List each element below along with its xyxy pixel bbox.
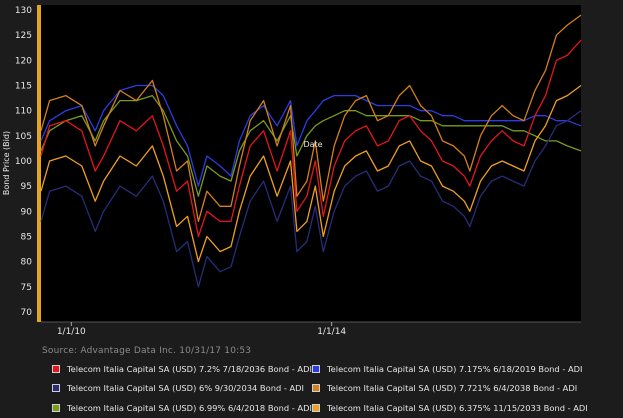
y-tick-label: 130 <box>15 6 32 16</box>
series-layer <box>40 14 582 288</box>
chart-legend: Telecom Italia Capital SA (USD) 7.2% 7/1… <box>0 360 623 418</box>
bond-price-chart: 70 75 80 85 90 95 100 105 110 115 120 125 130 1/1/10… <box>2 5 582 337</box>
legend-swatch <box>312 365 320 373</box>
y-tick-label: 125 <box>15 31 32 41</box>
legend-item[interactable]: Telecom Italia Capital SA (USD) 6.99% 6/… <box>52 403 312 413</box>
y-tick-label: 105 <box>15 132 32 142</box>
y-tick-label: 110 <box>15 107 32 117</box>
y-tick-label: 75 <box>21 283 32 293</box>
legend-item[interactable]: Telecom Italia Capital SA (USD) 7.721% 6… <box>312 383 577 393</box>
legend-item[interactable]: Telecom Italia Capital SA (USD) 7.175% 6… <box>312 364 582 374</box>
y-tick-label: 95 <box>21 182 32 192</box>
series-line-2 <box>40 84 582 187</box>
y-tick-label: 85 <box>21 232 32 242</box>
x-axis-title: Date <box>303 140 322 149</box>
y-tick-labels: 70 75 80 85 90 95 100 105 110 115 120 125 130 <box>15 6 32 318</box>
legend-label: Telecom Italia Capital SA (USD) 6.375% 1… <box>327 403 588 413</box>
legend-swatch <box>52 384 60 392</box>
y-tick-label: 80 <box>21 258 33 268</box>
x-tick-label: 1/1/10 <box>57 327 86 337</box>
y-axis-title: Bond Price (Bid) <box>2 131 11 195</box>
legend-label: Telecom Italia Capital SA (USD) 7.2% 7/1… <box>67 364 312 374</box>
x-tick-labels: 1/1/10 1/1/14 <box>57 322 346 337</box>
source-note: Source: Advantage Data Inc. 10/31/17 10:… <box>42 346 252 356</box>
y-tick-label: 120 <box>15 56 32 66</box>
series-line-6 <box>40 84 582 263</box>
legend-item[interactable]: Telecom Italia Capital SA (USD) 7.2% 7/1… <box>52 364 312 374</box>
legend-item[interactable]: Telecom Italia Capital SA (USD) 6.375% 1… <box>312 403 588 413</box>
x-tick-label: 1/1/14 <box>317 327 346 337</box>
y-tick-label: 90 <box>21 207 33 217</box>
series-line-4 <box>40 14 582 223</box>
legend-label: Telecom Italia Capital SA (USD) 7.175% 6… <box>327 364 583 374</box>
legend-swatch <box>312 384 320 392</box>
y-tick-label: 70 <box>21 308 33 318</box>
series-line-1 <box>40 39 582 238</box>
series-line-3 <box>40 110 582 288</box>
series-line-5 <box>40 94 582 197</box>
legend-label: Telecom Italia Capital SA (USD) 7.721% 6… <box>327 383 578 393</box>
legend-swatch <box>312 404 320 412</box>
y-tick-label: 115 <box>15 82 32 92</box>
legend-swatch <box>52 404 60 412</box>
y-axis-bar <box>37 5 41 322</box>
legend-item[interactable]: Telecom Italia Capital SA (USD) 6% 9/30/… <box>52 383 304 393</box>
y-tick-label: 100 <box>15 157 32 167</box>
legend-label: Telecom Italia Capital SA (USD) 6% 9/30/… <box>67 383 304 393</box>
legend-label: Telecom Italia Capital SA (USD) 6.99% 6/… <box>67 403 312 413</box>
legend-swatch <box>52 365 60 373</box>
